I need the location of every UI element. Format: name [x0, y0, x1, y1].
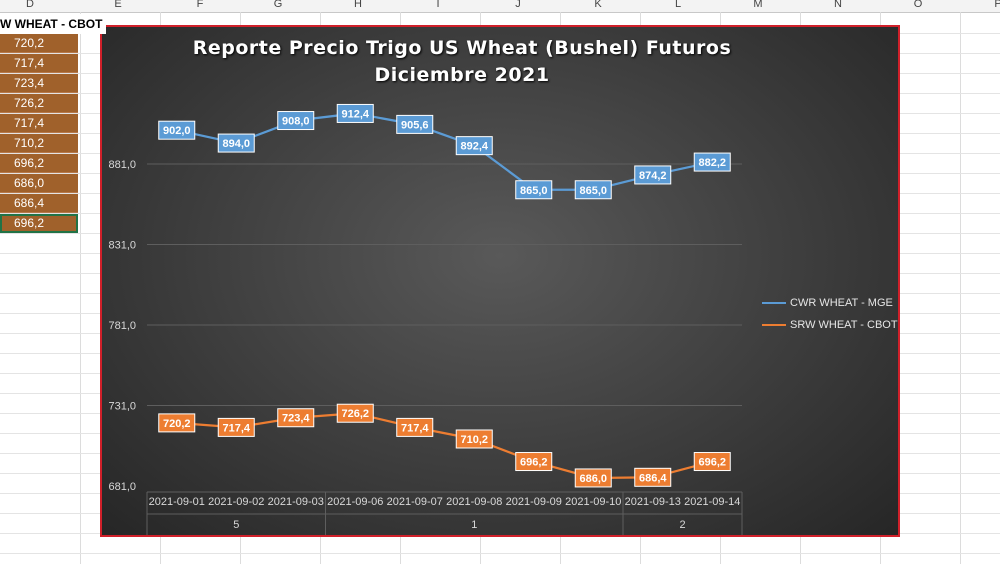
data-label-box-cwr	[396, 114, 434, 134]
chart-title: Reporte Precio Trigo US Wheat (Bushel) F…	[192, 37, 732, 86]
y-tick-label: 681,0	[108, 481, 136, 493]
data-label-cwr: 902,0	[163, 125, 191, 137]
column-letter-d[interactable]: D	[26, 0, 34, 10]
legend-swatch-srw	[762, 324, 786, 327]
column-letter-l[interactable]: L	[674, 0, 682, 10]
group-label: 1	[471, 519, 477, 531]
data-label-box-cwr	[277, 111, 315, 131]
group-label: 5	[233, 519, 239, 531]
data-label-box-srw	[634, 467, 672, 487]
cell-value[interactable]: 710,2	[0, 134, 78, 153]
data-label-cwr: 912,4	[341, 108, 369, 120]
y-tick-label: 831,0	[108, 240, 136, 252]
data-label-srw: 717,4	[401, 422, 429, 434]
data-label-cwr: 865,0	[520, 185, 548, 197]
x-tick-label: 2021-09-03	[268, 496, 324, 508]
legend-item-srw[interactable]: SRW WHEAT - CBOT	[762, 319, 898, 331]
data-label-box-cwr	[515, 180, 553, 200]
data-label-cwr: 894,0	[222, 138, 250, 150]
data-label-srw: 686,0	[579, 473, 607, 485]
data-label-cwr: 905,6	[401, 119, 429, 131]
data-label-box-cwr	[217, 133, 255, 153]
legend-label-cwr: CWR WHEAT - MGE	[790, 297, 893, 309]
data-label-box-cwr	[336, 103, 374, 123]
data-label-srw: 717,4	[222, 422, 250, 434]
cell-value[interactable]: 720,2	[0, 34, 78, 53]
grid-column-line	[960, 12, 961, 564]
x-tick-label: 2021-09-08	[446, 496, 502, 508]
cell-value[interactable]: 696,2	[0, 214, 78, 233]
legend-item-cwr[interactable]: CWR WHEAT - MGE	[762, 297, 893, 309]
x-tick-label: 2021-09-14	[684, 496, 740, 508]
data-label-cwr: 865,0	[579, 185, 607, 197]
column-letter-g[interactable]: G	[273, 0, 283, 10]
data-label-cwr: 874,2	[639, 170, 667, 182]
y-tick-label: 881,0	[108, 159, 136, 171]
data-label-srw: 710,2	[460, 434, 488, 446]
column-letter-h[interactable]: H	[354, 0, 362, 10]
data-label-cwr: 908,0	[282, 116, 310, 128]
data-label-box-cwr	[693, 152, 731, 172]
x-tick-label: 2021-09-02	[208, 496, 264, 508]
cell-value[interactable]: 717,4	[0, 54, 78, 73]
data-label-box-cwr	[158, 120, 196, 140]
y-tick-label: 731,0	[108, 401, 136, 413]
legend-label-srw: SRW WHEAT - CBOT	[790, 319, 898, 331]
data-label-box-cwr	[455, 136, 493, 156]
data-label-srw: 723,4	[282, 413, 310, 425]
group-label: 2	[679, 519, 685, 531]
series-line-srw	[176, 412, 713, 480]
x-tick-label: 2021-09-13	[625, 496, 681, 508]
data-label-srw: 696,2	[698, 457, 726, 469]
grid-column-line	[80, 12, 81, 564]
x-tick-label: 2021-09-06	[327, 496, 383, 508]
x-tick-label: 2021-09-09	[506, 496, 562, 508]
data-label-box-srw	[158, 413, 196, 433]
data-label-box-srw	[336, 403, 374, 423]
y-tick-label: 781,0	[108, 320, 136, 332]
series-line-cwr	[176, 112, 713, 191]
data-label-srw: 726,2	[341, 408, 369, 420]
data-label-srw: 720,2	[163, 418, 191, 430]
data-label-box-srw	[455, 429, 493, 449]
column-letter-m[interactable]: M	[753, 0, 763, 10]
data-label-box-srw	[693, 452, 731, 472]
data-label-box-cwr	[634, 165, 672, 185]
x-tick-label: 2021-09-10	[565, 496, 621, 508]
data-label-srw: 686,4	[639, 472, 667, 484]
column-letter-e[interactable]: E	[114, 0, 122, 10]
data-label-box-srw	[574, 468, 612, 488]
column-letter-j[interactable]: J	[515, 0, 521, 10]
data-label-box-srw	[515, 452, 553, 472]
x-tick-label: 2021-09-01	[149, 496, 205, 508]
legend-swatch-cwr	[762, 302, 786, 305]
cell-value[interactable]: 696,2	[0, 154, 78, 173]
cell-value[interactable]: 686,0	[0, 174, 78, 193]
line-chart[interactable]: 681,0 731,0 781,0 831,0 881,0 2021-09-01 2021-…	[100, 25, 900, 537]
x-tick-label: 2021-09-07	[387, 496, 443, 508]
cell-value[interactable]: 723,4	[0, 74, 78, 93]
data-label-box-srw	[217, 417, 255, 437]
data-label-srw: 696,2	[520, 457, 548, 469]
cell-value[interactable]: 726,2	[0, 94, 78, 113]
column-letter-n[interactable]: N	[834, 0, 842, 10]
column-title[interactable]: W WHEAT - CBOT	[0, 14, 107, 34]
data-label-cwr: 882,2	[698, 157, 726, 169]
grid-row-line	[0, 553, 1000, 554]
column-header-bar	[0, 0, 1000, 13]
column-letter-p[interactable]: P	[994, 0, 1000, 10]
data-label-box-cwr	[574, 180, 612, 200]
column-letter-o[interactable]: O	[913, 0, 923, 10]
data-label-box-srw	[396, 417, 434, 437]
column-letter-k[interactable]: K	[594, 0, 602, 10]
column-letter-f[interactable]: F	[196, 0, 204, 10]
data-label-box-srw	[277, 408, 315, 428]
data-label-cwr: 892,4	[460, 141, 488, 153]
column-letter-i[interactable]: I	[436, 0, 440, 10]
cell-value[interactable]: 686,4	[0, 194, 78, 213]
cell-value[interactable]: 717,4	[0, 114, 78, 133]
